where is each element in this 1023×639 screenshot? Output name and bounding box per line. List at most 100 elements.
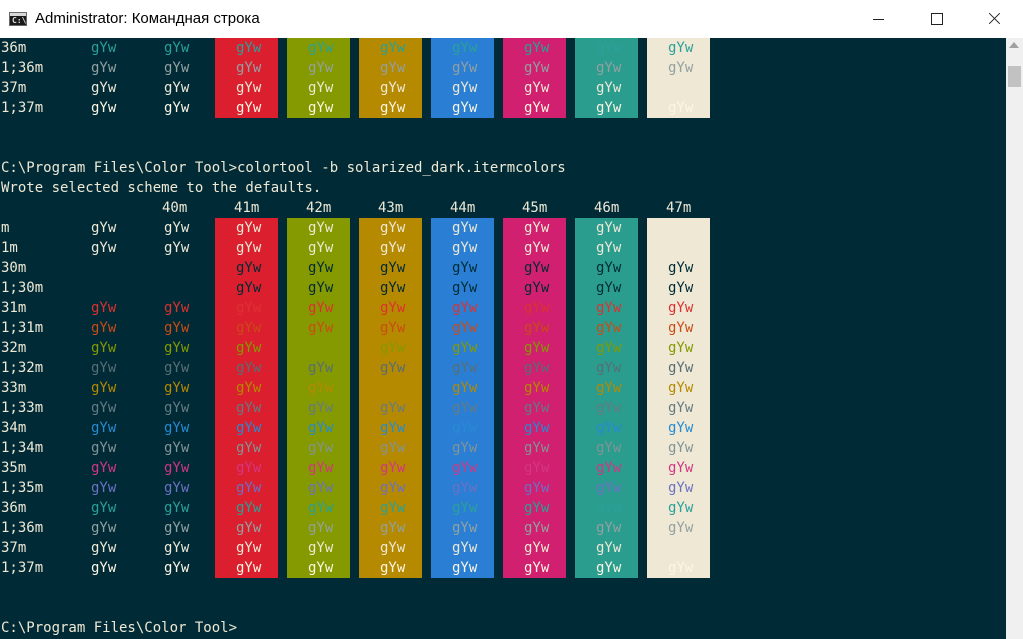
sample-cell: gYw <box>308 260 334 276</box>
sample-cell: gYw <box>524 480 550 496</box>
bg-column-46m <box>575 218 638 578</box>
sample-cell: gYw <box>524 280 550 296</box>
title-bar[interactable]: C:\ Administrator: Командная строка <box>0 0 1023 38</box>
bg-column-41m <box>215 218 278 578</box>
sample-cell: gYw <box>452 300 478 316</box>
console-output[interactable]: 36m gYw gYw gYw gYw gYw gYw gYw gYw gYw 1;36m gYw gY… <box>0 38 1006 639</box>
sample-cell: gYw <box>452 340 478 356</box>
sample-cell: gYw <box>596 480 622 496</box>
sample-cell: gYw <box>380 80 406 96</box>
sample-cell: gYw <box>524 100 550 116</box>
sample-cell: gYw <box>236 520 262 536</box>
sample-cell: gYw <box>164 360 190 376</box>
sample-cell: gYw <box>236 100 262 116</box>
minimize-button[interactable] <box>849 0 907 38</box>
row-code-label: 1;36m <box>1 60 44 76</box>
sample-cell: gYw <box>380 60 406 76</box>
row-code-label: 1;33m <box>1 400 44 416</box>
sample-cell: gYw <box>380 40 406 56</box>
sample-cell: gYw <box>91 340 117 356</box>
sample-cell: gYw <box>308 520 334 536</box>
sample-cell: gYw <box>596 380 622 396</box>
bg-column-43m <box>359 218 422 578</box>
maximize-button[interactable] <box>907 0 965 38</box>
sample-cell: gYw <box>236 460 262 476</box>
sample-cell: gYw <box>380 340 406 356</box>
sample-cell: gYw <box>91 40 117 56</box>
sample-cell: gYw <box>596 220 622 236</box>
result-line: Wrote selected scheme to the defaults. <box>1 180 322 196</box>
sample-cell: gYw <box>236 220 262 236</box>
bg-column-45m <box>503 218 566 578</box>
row-code-label: 1m <box>1 240 18 256</box>
sample-cell: gYw <box>668 400 694 416</box>
sample-cell: gYw <box>308 60 334 76</box>
sample-cell: gYw <box>524 460 550 476</box>
sample-cell: gYw <box>668 480 694 496</box>
sample-cell: gYw <box>668 440 694 456</box>
sample-cell: gYw <box>164 380 190 396</box>
bg-column-42m <box>287 218 350 578</box>
sample-cell: gYw <box>452 40 478 56</box>
sample-cell: gYw <box>380 240 406 256</box>
sample-cell: gYw <box>91 260 117 276</box>
sample-cell: gYw <box>668 500 694 516</box>
row-code-label: 36m <box>1 40 27 56</box>
sample-cell: gYw <box>524 520 550 536</box>
scroll-up-arrow-icon[interactable] <box>1009 42 1019 48</box>
close-button[interactable] <box>965 0 1023 38</box>
sample-cell: gYw <box>596 260 622 276</box>
sample-cell: gYw <box>308 380 334 396</box>
sample-cell: gYw <box>236 560 262 576</box>
sample-cell: gYw <box>524 440 550 456</box>
sample-cell: gYw <box>91 60 117 76</box>
sample-cell: gYw <box>452 560 478 576</box>
sample-cell: gYw <box>380 400 406 416</box>
sample-cell: gYw <box>668 240 694 256</box>
sample-cell: gYw <box>668 60 694 76</box>
sample-cell: gYw <box>452 520 478 536</box>
sample-cell: gYw <box>668 220 694 236</box>
sample-cell: gYw <box>668 80 694 96</box>
cmd-icon-label: C:\ <box>12 16 27 25</box>
sample-cell: gYw <box>668 420 694 436</box>
sample-cell: gYw <box>236 440 262 456</box>
sample-cell: gYw <box>91 420 117 436</box>
sample-cell: gYw <box>164 460 190 476</box>
column-header-47m: 47m <box>666 200 692 216</box>
top-bg-column-47m <box>647 38 710 118</box>
sample-cell: gYw <box>308 240 334 256</box>
sample-cell: gYw <box>452 500 478 516</box>
sample-cell: gYw <box>668 560 694 576</box>
sample-cell: gYw <box>236 420 262 436</box>
sample-cell: gYw <box>524 320 550 336</box>
window-title: Administrator: Командная строка <box>35 10 260 27</box>
command-prompt: C:\Program Files\Color Tool> <box>1 620 238 636</box>
sample-cell: gYw <box>452 240 478 256</box>
scroll-thumb[interactable] <box>1008 66 1021 87</box>
sample-cell: gYw <box>380 480 406 496</box>
row-code-label: 33m <box>1 380 27 396</box>
sample-cell: gYw <box>164 480 190 496</box>
sample-cell: gYw <box>380 320 406 336</box>
sample-cell: gYw <box>524 380 550 396</box>
row-code-label: 1;32m <box>1 360 44 376</box>
sample-cell: gYw <box>452 380 478 396</box>
row-code-label: 35m <box>1 460 27 476</box>
top-bg-column-41m <box>215 38 278 118</box>
sample-cell: gYw <box>164 80 190 96</box>
vertical-scrollbar[interactable] <box>1006 38 1023 639</box>
sample-cell: gYw <box>452 440 478 456</box>
sample-cell: gYw <box>164 40 190 56</box>
sample-cell: gYw <box>236 40 262 56</box>
sample-cell: gYw <box>452 220 478 236</box>
sample-cell: gYw <box>308 500 334 516</box>
sample-cell: gYw <box>91 560 117 576</box>
row-code-label: m <box>1 220 10 236</box>
sample-cell: gYw <box>308 340 334 356</box>
sample-cell: gYw <box>596 340 622 356</box>
sample-cell: gYw <box>164 60 190 76</box>
sample-cell: gYw <box>452 260 478 276</box>
row-code-label: 30m <box>1 260 27 276</box>
sample-cell: gYw <box>596 80 622 96</box>
